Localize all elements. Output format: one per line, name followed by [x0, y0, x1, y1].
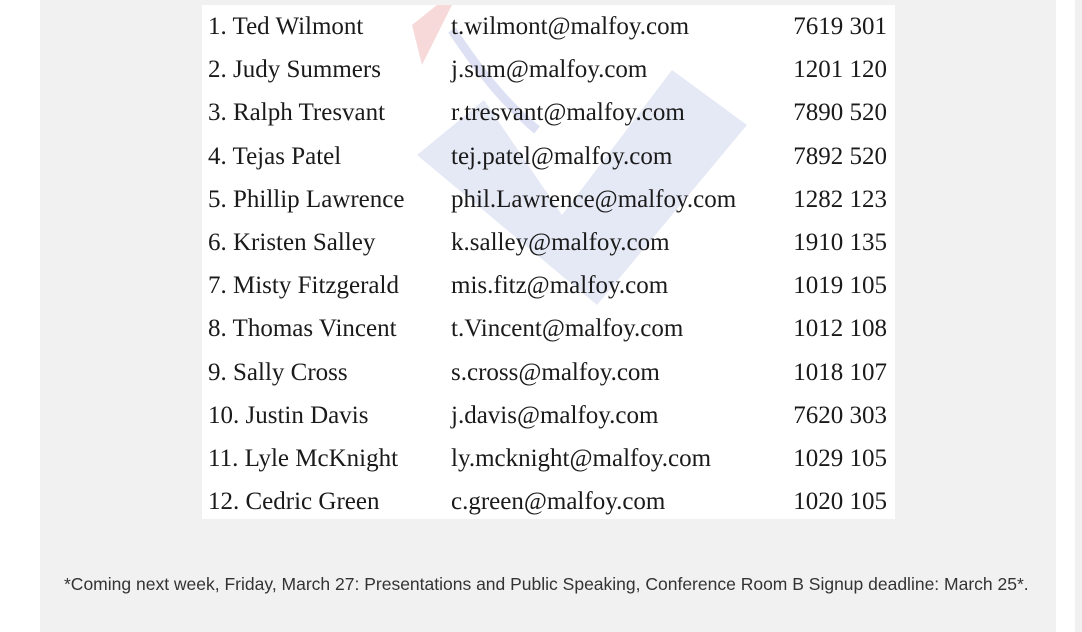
- contact-email: c.green@malfoy.com: [451, 488, 666, 516]
- contact-email: tej.patel@malfoy.com: [451, 142, 673, 170]
- contact-name: 3. Ralph Tresvant: [208, 99, 386, 127]
- contact-row: 11. Lyle McKnight ly.mcknight@malfoy.com 1…: [202, 437, 895, 480]
- contact-phone: 1020 105: [793, 488, 887, 516]
- contact-email: t.Vincent@malfoy.com: [451, 315, 684, 343]
- contact-name: 1. Ted Wilmont: [208, 13, 364, 40]
- contact-name: 6. Kristen Salley: [208, 229, 376, 256]
- contact-name: 12. Cedric Green: [208, 488, 380, 516]
- watermark-blue-stroke: [448, 27, 540, 134]
- contact-row: 12. Cedric Green c.green@malfoy.com 1020 1…: [202, 480, 895, 519]
- footnote-text: *Coming next week, Friday, March 27: Pre…: [64, 574, 1029, 594]
- contact-row: 6. Kristen Salley k.salley@malfoy.com 1910…: [202, 221, 895, 264]
- contact-email: t.wilmont@malfoy.com: [451, 13, 690, 40]
- contact-name: 5. Phillip Lawrence: [208, 185, 405, 213]
- contact-email: s.cross@malfoy.com: [451, 358, 660, 386]
- contact-email: r.tresvant@malfoy.com: [451, 99, 685, 127]
- contact-row: 9. Sally Cross s.cross@malfoy.com 1018 107: [202, 351, 895, 394]
- contact-phone: 7892 520: [793, 142, 887, 170]
- contact-phone: 1910 135: [793, 229, 887, 256]
- contact-row: 7. Misty Fitzgerald mis.fitz@malfoy.com 10…: [202, 264, 895, 307]
- contact-row: 2. Judy Summers j.sum@malfoy.com 1201 120: [202, 48, 895, 91]
- contact-email: j.sum@malfoy.com: [451, 56, 648, 84]
- contact-email: j.davis@malfoy.com: [451, 401, 659, 429]
- contact-email: phil.Lawrence@malfoy.com: [451, 185, 737, 213]
- contact-row: 4. Tejas Patel tej.patel@malfoy.com 7892 5…: [202, 135, 895, 178]
- contact-phone: 7619 301: [793, 13, 887, 40]
- contact-name: 9. Sally Cross: [208, 358, 348, 386]
- contact-phone: 1201 120: [793, 56, 887, 84]
- watermark-check-mark: [417, 70, 747, 305]
- contact-row: 3. Ralph Tresvant r.tresvant@malfoy.com 78…: [202, 91, 895, 134]
- page-edge: [1075, 0, 1082, 632]
- contact-name: 8. Thomas Vincent: [208, 315, 397, 343]
- contact-row: 1. Ted Wilmont t.wilmont@malfoy.com 7619 3…: [202, 5, 895, 48]
- contact-phone: 7890 520: [793, 99, 887, 127]
- contact-phone: 1029 105: [793, 445, 887, 472]
- contact-email: k.salley@malfoy.com: [451, 229, 670, 256]
- contact-phone: 1012 108: [793, 315, 887, 343]
- contact-row: 5. Phillip Lawrence phil.Lawrence@malfoy.…: [202, 178, 895, 221]
- contact-phone: 1018 107: [793, 358, 887, 386]
- contact-name: 7. Misty Fitzgerald: [208, 272, 399, 300]
- contact-row: 8. Thomas Vincent t.Vincent@malfoy.com 101…: [202, 307, 895, 350]
- contact-name: 2. Judy Summers: [208, 56, 381, 84]
- contact-phone: 1282 123: [793, 185, 887, 213]
- contact-name: 11. Lyle McKnight: [208, 445, 399, 472]
- contact-email: ly.mcknight@malfoy.com: [451, 445, 712, 472]
- contact-phone: 7620 303: [793, 401, 887, 429]
- contact-email: mis.fitz@malfoy.com: [451, 272, 669, 300]
- watermark-logo: [412, 5, 747, 305]
- watermark-red-stroke: [412, 5, 452, 65]
- contact-name: 4. Tejas Patel: [208, 142, 342, 170]
- contact-name: 10. Justin Davis: [208, 401, 369, 429]
- contact-row: 10. Justin Davis j.davis@malfoy.com 7620 3…: [202, 394, 895, 437]
- contact-phone: 1019 105: [793, 272, 887, 300]
- contact-list-image: 1. Ted Wilmont t.wilmont@malfoy.com 7619 3…: [202, 5, 895, 519]
